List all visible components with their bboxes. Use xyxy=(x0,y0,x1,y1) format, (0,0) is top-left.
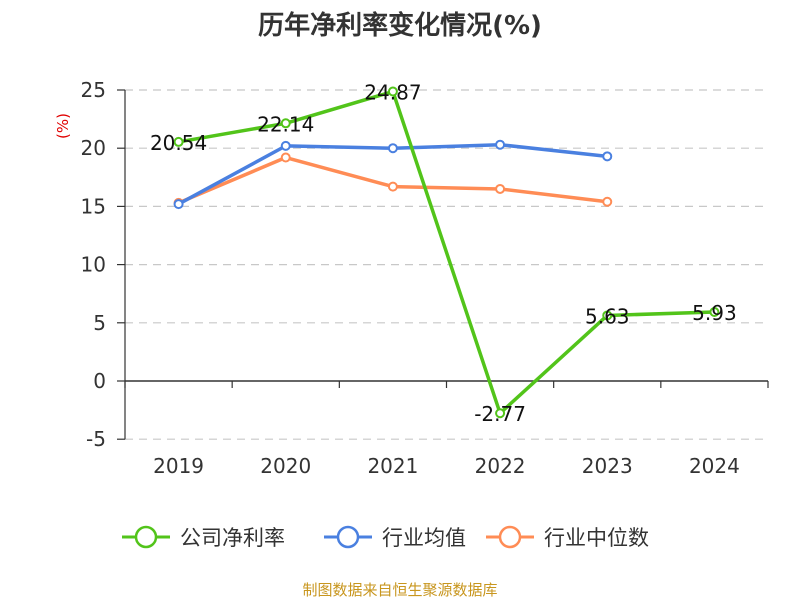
data-point xyxy=(495,139,506,150)
data-point xyxy=(387,181,398,192)
data-point xyxy=(602,151,613,162)
data-point xyxy=(387,143,398,154)
data-point xyxy=(495,183,506,194)
legend-marker-icon xyxy=(134,525,158,549)
series-line-2 xyxy=(177,155,608,205)
y-tick-label: -5 xyxy=(86,427,106,451)
data-label: 24.87 xyxy=(364,81,421,105)
data-label: 22.14 xyxy=(257,112,314,136)
y-axis-unit: (%) xyxy=(54,113,72,139)
data-label: 5.93 xyxy=(692,301,737,325)
legend-label: 行业均值 xyxy=(382,526,466,550)
data-point xyxy=(280,140,291,151)
data-point xyxy=(709,306,720,317)
legend-marker-icon xyxy=(498,525,522,549)
series-line-0 xyxy=(178,89,715,415)
data-label: -2.77 xyxy=(474,402,526,426)
data-label: 5.63 xyxy=(585,304,630,328)
x-tick-label: 2021 xyxy=(367,454,418,478)
data-label: 20.54 xyxy=(150,131,207,155)
y-tick-label: 5 xyxy=(93,311,106,335)
y-tick-label: 25 xyxy=(81,78,106,102)
data-point xyxy=(173,199,184,210)
data-point xyxy=(602,196,613,207)
data-point xyxy=(387,86,398,97)
source-note: 制图数据来自恒生聚源数据库 xyxy=(302,581,497,599)
data-point xyxy=(495,408,506,419)
data-point xyxy=(280,152,291,163)
y-tick-label: 0 xyxy=(93,369,106,393)
x-tick-label: 2019 xyxy=(153,454,204,478)
chart-title: 历年净利率变化情况(%) xyxy=(258,10,542,41)
x-tick-label: 2024 xyxy=(689,454,740,478)
legend-label: 公司净利率 xyxy=(180,526,285,550)
x-tick-label: 2020 xyxy=(260,454,311,478)
legend-marker-icon xyxy=(336,525,360,549)
data-point xyxy=(173,136,184,147)
x-tick-label: 2023 xyxy=(582,454,633,478)
x-tick-label: 2022 xyxy=(475,454,526,478)
y-tick-label: 10 xyxy=(81,253,106,277)
data-point xyxy=(280,118,291,129)
data-point xyxy=(602,310,613,321)
y-tick-label: 15 xyxy=(81,194,106,218)
legend-label: 行业中位数 xyxy=(544,526,649,550)
y-tick-label: 20 xyxy=(81,136,106,160)
